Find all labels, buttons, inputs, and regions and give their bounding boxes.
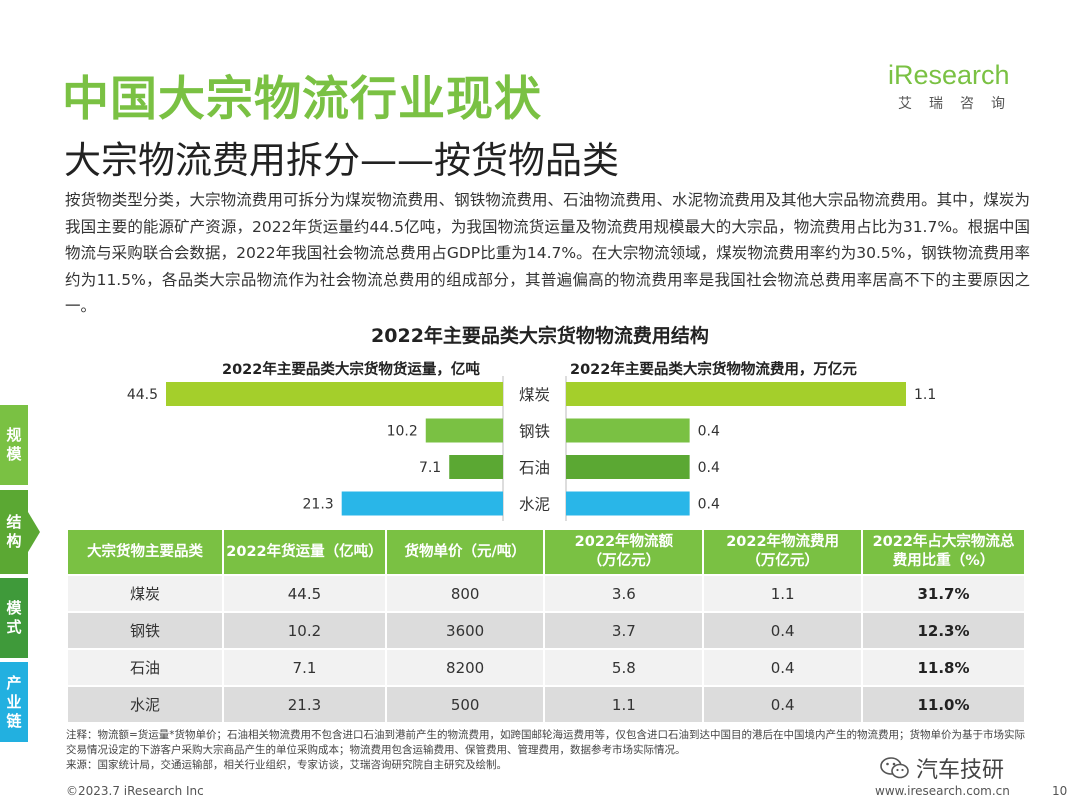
table-cell: 0.4: [704, 650, 862, 685]
table-header-cell: 2022年物流额 （万亿元）: [545, 530, 703, 574]
table-cell: 5.8: [545, 650, 703, 685]
table-cell: 水泥: [68, 687, 223, 722]
table-cell: 10.2: [224, 613, 385, 648]
left-series-title: 2022年主要品类大宗货物货运量，亿吨: [222, 362, 480, 378]
wechat-icon: [880, 757, 909, 779]
active-tab-arrow: [28, 512, 40, 552]
side-tab-label: 结构: [6, 513, 22, 550]
table-header-cell: 2022年货运量（亿吨）: [224, 530, 385, 574]
page-title: 中国大宗物流行业现状: [62, 72, 542, 127]
bar-cost-label-0: 1.1: [914, 387, 936, 403]
right-series-title: 2022年主要品类大宗货物物流费用，万亿元: [570, 362, 857, 378]
bar-volume-label-0: 44.5: [127, 387, 158, 403]
table-cell: 1.1: [704, 576, 862, 611]
butterfly-bar-chart: 44.5 煤炭 1.1 10.2 钢铁 0.4 7.1 石油 0.4 21.3 水泥 0.4: [127, 376, 936, 521]
logo: iResearch 艾瑞咨询: [888, 60, 1028, 113]
table-cell: 3.7: [545, 613, 703, 648]
chart-title: 2022年主要品类大宗货物物流费用结构: [371, 325, 709, 347]
table-cell: 钢铁: [68, 613, 223, 648]
bar-volume-3: [341, 491, 503, 516]
watermark: 汽车技研: [880, 752, 1004, 784]
notes: 注释：物流额=货运量*货物单价；石油相关物流费用不包含进口石油到港前产生的物流费…: [66, 728, 1026, 773]
table-cell: 11.0%: [863, 687, 1024, 722]
table-cell: 煤炭: [68, 576, 223, 611]
table-cell: 8200: [386, 650, 544, 685]
bar-cost-0: [566, 382, 906, 406]
bar-volume-0: [166, 382, 503, 406]
side-tab-industry-chain[interactable]: 产业链: [0, 662, 28, 742]
bar-cost-3: [566, 491, 690, 516]
table-header-cell: 2022年物流费用 （万亿元）: [704, 530, 862, 574]
category-label-1: 钢铁: [519, 423, 550, 441]
side-tab-structure[interactable]: 结构: [0, 490, 28, 574]
watermark-text: 汽车技研: [916, 758, 1005, 783]
table-row: 钢铁 10.2 3600 3.7 0.4 12.3%: [68, 613, 1024, 648]
note-definition: 注释：物流额=货运量*货物单价；石油相关物流费用不包含进口石油到港前产生的物流费…: [66, 729, 1026, 756]
bar-cost-label-3: 0.4: [698, 497, 720, 513]
side-tab-model[interactable]: 模式: [0, 578, 28, 658]
table-cell: 0.4: [704, 687, 862, 722]
table-cell: 500: [386, 687, 544, 722]
page-subtitle: 大宗物流费用拆分——按货物品类: [64, 139, 619, 182]
bar-cost-2: [566, 455, 690, 479]
side-tab-label: 产业链: [6, 673, 22, 730]
table-cell: 12.3%: [863, 613, 1024, 648]
bar-volume-label-2: 7.1: [419, 460, 441, 476]
table-row: 石油 7.1 8200 5.8 0.4 11.8%: [68, 650, 1024, 685]
logo-text: iResearch: [888, 60, 1010, 90]
table-header-cell: 2022年占大宗物流总 费用比重（%）: [863, 530, 1024, 574]
bar-volume-2: [449, 455, 503, 479]
website-link[interactable]: www.iresearch.com.cn: [875, 784, 1010, 798]
table-cell: 石油: [68, 650, 223, 685]
logo-cn: 艾瑞咨询: [898, 96, 1022, 112]
table-body: 煤炭 44.5 800 3.6 1.1 31.7% 钢铁 10.2 3600 3.7 0.4 12.3…: [68, 576, 1024, 722]
intro-paragraph: 按货物类型分类，大宗物流费用可拆分为煤炭物流费用、钢铁物流费用、石油物流费用、水…: [65, 191, 1030, 315]
bar-cost-1: [566, 418, 690, 443]
table-cell: 3600: [386, 613, 544, 648]
side-tab-label: 模式: [6, 599, 22, 636]
table-header-row: 大宗货物主要品类 2022年货运量（亿吨） 货物单价（元/吨） 2022年物流额 （万亿…: [68, 530, 1024, 574]
category-label-3: 水泥: [519, 496, 550, 514]
data-table: 大宗货物主要品类 2022年货运量（亿吨） 货物单价（元/吨） 2022年物流额 （万亿…: [66, 528, 1026, 724]
table-cell: 7.1: [224, 650, 385, 685]
page-number: 10: [1052, 784, 1068, 798]
table-header-cell: 大宗货物主要品类: [68, 530, 223, 574]
table-cell: 1.1: [545, 687, 703, 722]
bar-cost-label-1: 0.4: [698, 424, 720, 440]
table-row: 煤炭 44.5 800 3.6 1.1 31.7%: [68, 576, 1024, 611]
table-cell: 21.3: [224, 687, 385, 722]
note-source: 来源：国家统计局，交通运输部，相关行业组织，专家访谈，艾瑞咨询研究院自主研究及绘…: [66, 759, 507, 771]
bar-volume-1: [425, 418, 503, 443]
side-tab-label: 规模: [6, 426, 22, 463]
table-header-cell: 货物单价（元/吨）: [386, 530, 544, 574]
bar-cost-label-2: 0.4: [698, 460, 720, 476]
table-cell: 11.8%: [863, 650, 1024, 685]
bar-volume-label-1: 10.2: [387, 424, 418, 440]
table-row: 水泥 21.3 500 1.1 0.4 11.0%: [68, 687, 1024, 722]
bar-volume-label-3: 21.3: [303, 497, 334, 513]
category-label-2: 石油: [519, 459, 550, 477]
table-cell: 0.4: [704, 613, 862, 648]
table-cell: 44.5: [224, 576, 385, 611]
table-cell: 31.7%: [863, 576, 1024, 611]
table-cell: 800: [386, 576, 544, 611]
table-cell: 3.6: [545, 576, 703, 611]
side-tab-scale[interactable]: 规模: [0, 405, 28, 485]
category-label-0: 煤炭: [519, 386, 550, 404]
copyright: ©2023.7 iResearch Inc: [66, 784, 204, 798]
